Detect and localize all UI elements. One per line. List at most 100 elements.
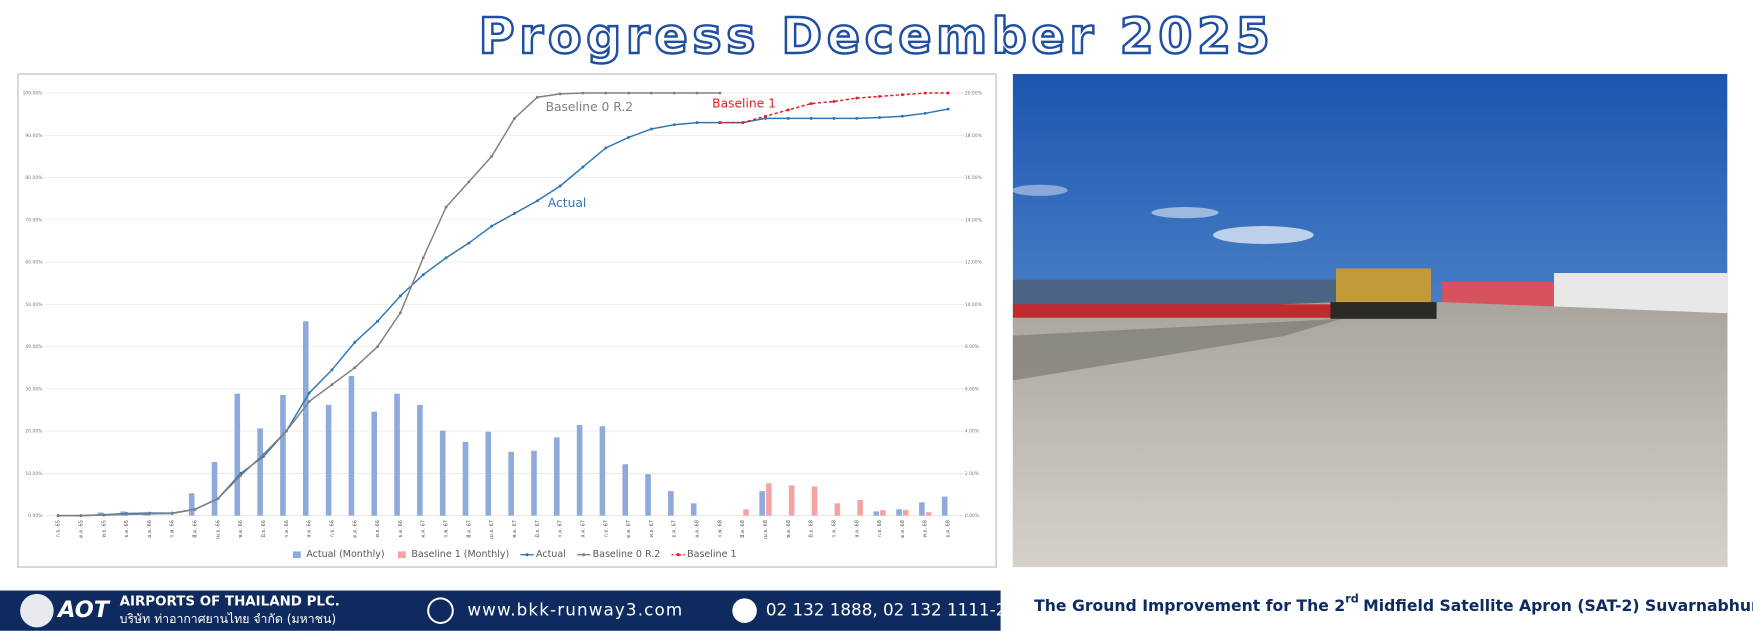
- x-tick-label: ก.พ. 66: [170, 520, 176, 538]
- legend-dot: [676, 553, 680, 557]
- y-tick-label: 0.00%: [28, 513, 42, 519]
- line-point: [239, 474, 243, 477]
- bar: [234, 393, 241, 516]
- x-tick-label: พ.ค. 66: [238, 520, 244, 538]
- line-point: [900, 114, 904, 118]
- y2-tick-label: 18.00%: [965, 133, 982, 139]
- bar: [622, 464, 629, 516]
- x-tick-label: มี.ค. 67: [465, 520, 472, 538]
- bar: [788, 485, 795, 516]
- logo-text: AOT: [56, 597, 111, 623]
- line-point: [923, 91, 927, 95]
- x-tick-label: ก.ย. 65: [56, 520, 62, 537]
- x-tick-label: ธ.ค. 66: [398, 520, 404, 538]
- line-point: [695, 91, 699, 95]
- x-tick-label: ส.ค. 67: [580, 520, 586, 538]
- line-point: [695, 121, 699, 125]
- line-point: [627, 91, 631, 95]
- line: [719, 92, 949, 124]
- legend-label: Baseline 1 (Monthly): [411, 549, 509, 560]
- line-point: [467, 180, 471, 184]
- bar: [743, 509, 749, 516]
- line-point: [672, 123, 676, 127]
- y2-tick-label: 8.00%: [965, 344, 979, 350]
- line-point: [672, 91, 676, 95]
- phone-icon: [732, 598, 757, 623]
- x-tick-label: ม.ค. 66: [147, 520, 153, 538]
- x-tick-label: ก.พ. 67: [444, 520, 450, 538]
- globe-icon: [427, 597, 454, 624]
- company-name: AIRPORTS OF THAILAND PLC.: [120, 595, 340, 610]
- line-point: [444, 205, 448, 209]
- y-tick-label: 60.00%: [25, 260, 42, 266]
- x-tick-label: ก.ย. 68: [877, 520, 883, 537]
- bar: [873, 511, 880, 516]
- x-tick-label: ธ.ค. 67: [672, 520, 678, 538]
- line-point: [649, 91, 653, 95]
- x-tick-label: ส.ค. 66: [307, 520, 313, 538]
- x-tick-label: พ.ย. 65: [101, 520, 107, 537]
- bar: [462, 441, 469, 516]
- legend-label: Actual (Monthly): [306, 549, 384, 560]
- caption: The Ground Improvement for The 2rd Midfie…: [1034, 592, 1753, 614]
- x-tick-label: เม.ย. 67: [489, 520, 495, 539]
- x-tick-label: พ.ย. 66: [375, 520, 381, 537]
- line-point: [284, 429, 288, 433]
- line-point: [718, 121, 722, 125]
- bar: [896, 509, 902, 516]
- bar: [280, 394, 286, 516]
- y-tick-label: 70.00%: [25, 217, 42, 223]
- line-point: [421, 256, 425, 260]
- bar: [919, 502, 925, 516]
- bar: [97, 512, 104, 516]
- line-point: [421, 273, 425, 277]
- x-tick-label: พ.ค. 67: [512, 520, 518, 538]
- bar: [690, 503, 697, 516]
- line-point: [627, 135, 631, 139]
- logo-mark: [20, 593, 54, 628]
- line-point: [764, 116, 767, 120]
- y-tick-label: 50.00%: [25, 302, 42, 308]
- line-point: [125, 512, 129, 516]
- page-title: Progress December 2025: [479, 7, 1275, 65]
- legend-label: Actual: [536, 549, 566, 560]
- line-point: [56, 514, 60, 518]
- line-point: [900, 93, 904, 97]
- x-tick-label: มิ.ย. 66: [260, 520, 267, 537]
- bar: [531, 450, 537, 516]
- x-tick-label: ก.ค. 68: [831, 520, 837, 538]
- bar: [599, 426, 606, 516]
- annotation: Actual: [548, 196, 586, 210]
- line-point: [376, 319, 380, 323]
- x-tick-label: ส.ค. 68: [854, 520, 860, 538]
- line-point: [307, 400, 311, 403]
- y-tick-label: 40.00%: [25, 344, 42, 350]
- line-point: [490, 154, 494, 158]
- x-tick-label: ต.ค. 65: [78, 520, 84, 538]
- chart: 0.00% 10.00% 20.00% 30.00% 40.00% 50.00% 60.00…: [23, 91, 982, 561]
- bar: [834, 503, 841, 516]
- y-tick-label: 10.00%: [25, 471, 42, 477]
- line-point: [79, 514, 83, 518]
- x-tick-label: เม.ย. 68: [763, 520, 769, 539]
- legend-label: Baseline 0 R.2: [593, 549, 661, 560]
- bar: [417, 404, 423, 516]
- line-point: [353, 366, 357, 370]
- y2-tick-label: 0.00%: [965, 513, 979, 519]
- y2-tick-label: 20.00%: [965, 91, 982, 97]
- y-tick-label: 100.00%: [23, 91, 43, 97]
- line-point: [855, 96, 859, 100]
- y-tick-label: 30.00%: [25, 386, 42, 392]
- annotation: Baseline 0 R.2: [546, 100, 634, 114]
- bar: [759, 491, 765, 516]
- bar: [348, 375, 355, 516]
- line-point: [147, 512, 151, 516]
- line-point: [581, 165, 585, 169]
- line-point: [649, 127, 653, 131]
- bar: [668, 491, 674, 516]
- line-point: [216, 497, 220, 501]
- annotation: Baseline 1: [712, 97, 776, 111]
- bar: [766, 483, 772, 516]
- caption-text: Midfield Satellite Apron (SAT-2) Suvarna…: [1363, 596, 1753, 615]
